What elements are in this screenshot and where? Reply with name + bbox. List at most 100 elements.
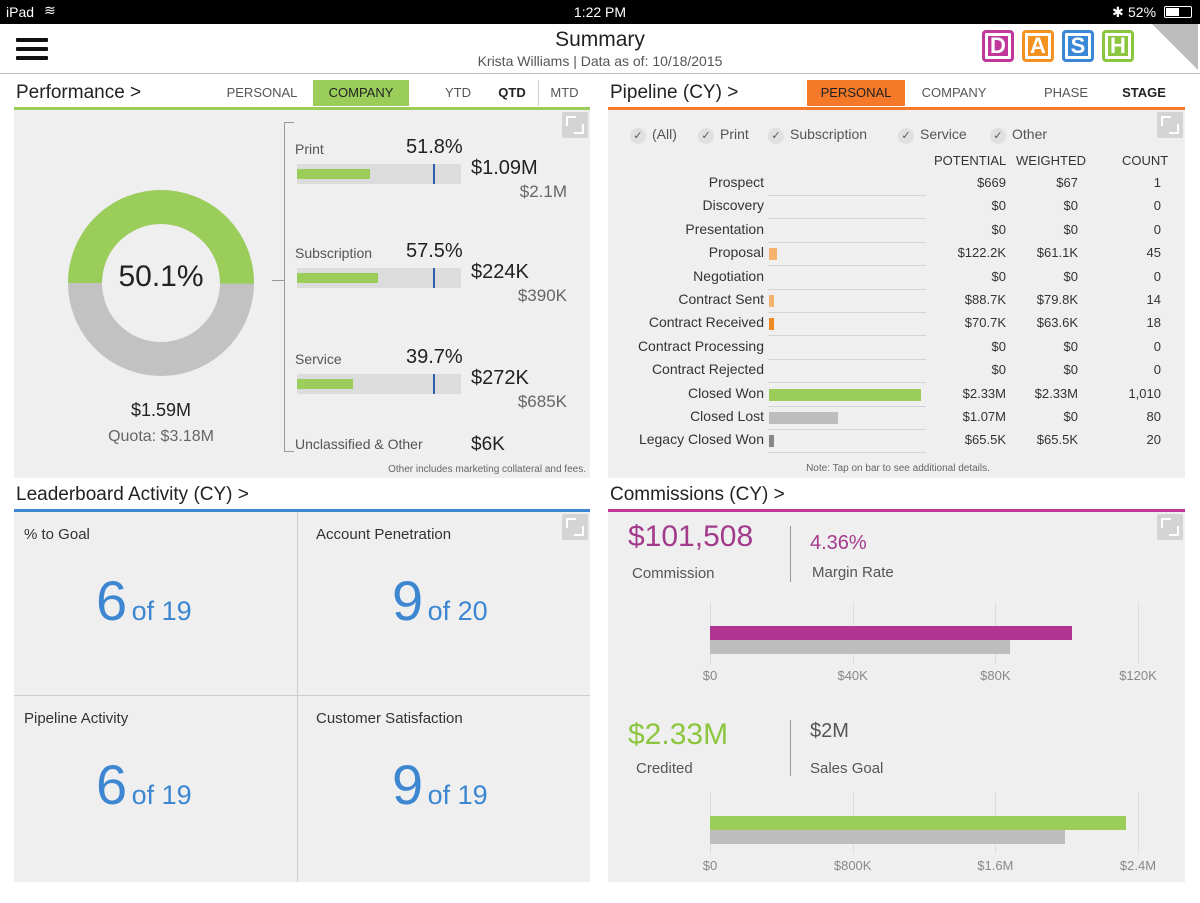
commission-chart[interactable]: $0 $40K $80K $120K: [608, 602, 1185, 692]
other-value: $6K: [471, 434, 505, 455]
page-title: Summary: [555, 28, 645, 51]
clock: 1:22 PM: [573, 4, 627, 20]
performance-panel: 50.1% $1.59M Quota: $3.18M Print 51.8% $…: [14, 110, 590, 478]
actual-bar[interactable]: [710, 816, 1126, 830]
item-target-marker: [433, 164, 435, 184]
item-label: Print: [295, 141, 324, 157]
leader-cell[interactable]: Pipeline Activity 6 of 19: [14, 696, 297, 882]
count-value: 18: [1146, 315, 1161, 331]
filter-label: Subscription: [790, 126, 868, 142]
leader-cell[interactable]: % to Goal 6 of 19: [14, 512, 297, 695]
item-percent: 57.5%: [406, 240, 463, 262]
item-goal: $390K: [517, 286, 567, 305]
leader-cell-title: Account Penetration: [316, 526, 452, 543]
expand-icon[interactable]: [562, 112, 588, 138]
commissions-title[interactable]: Commissions (CY) >: [610, 484, 785, 505]
bracket: [284, 122, 294, 452]
tab-pipeline-personal[interactable]: PERSONAL: [807, 80, 905, 106]
stage-bar[interactable]: [769, 388, 921, 401]
item-label: Service: [295, 351, 342, 367]
stage-bar[interactable]: [769, 412, 838, 424]
weighted-value: $0: [1063, 221, 1078, 237]
performance-footnote: Other includes marketing collateral and …: [388, 464, 586, 475]
item-percent: 51.8%: [406, 136, 463, 158]
tab-phase[interactable]: PHASE: [1043, 85, 1089, 100]
expand-icon[interactable]: [562, 514, 588, 540]
axis-tick: $0: [702, 858, 718, 873]
credited-chart[interactable]: $0 $800K $1.6M $2.4M: [608, 792, 1185, 882]
leader-cell-title: Pipeline Activity: [24, 710, 129, 727]
tab-company[interactable]: COMPANY: [313, 80, 409, 106]
row-rule: [768, 241, 926, 243]
filter-checkbox[interactable]: ✓ Other: [990, 126, 1047, 144]
filter-label: Print: [720, 126, 749, 142]
logo-letter-s: S: [1062, 30, 1094, 62]
potential-value: $70.7K: [964, 315, 1006, 331]
item-label: Subscription: [295, 245, 373, 261]
logo-letter-h: H: [1102, 30, 1134, 62]
pipeline-note: Note: Tap on bar to see additional detai…: [806, 463, 990, 474]
commission-label: Commission: [632, 565, 715, 582]
menu-icon[interactable]: [16, 38, 48, 62]
axis-tick: $1.6M: [977, 858, 1014, 873]
sales-goal-value: $2M: [810, 720, 849, 742]
page-curl-icon[interactable]: [1152, 24, 1198, 70]
performance-total: $1.59M: [130, 400, 192, 420]
comparison-bar[interactable]: [710, 830, 1065, 844]
filter-checkbox[interactable]: ✓ (All): [630, 126, 677, 144]
item-goal: $2.1M: [519, 182, 567, 201]
expand-icon[interactable]: [1157, 514, 1183, 540]
tab-pipeline-company[interactable]: COMPANY: [921, 85, 987, 100]
count-value: 0: [1153, 268, 1161, 284]
divider: [790, 720, 791, 776]
stage-bar[interactable]: [769, 318, 774, 331]
leader-value: 6: [96, 753, 128, 816]
count-value: 0: [1153, 362, 1161, 378]
stage-label: Legacy Closed Won: [638, 431, 764, 448]
leader-cell[interactable]: Account Penetration 9 of 20: [298, 512, 590, 695]
performance-donut: [68, 190, 254, 376]
stage-label: Contract Rejected: [651, 361, 764, 378]
stage-label: Presentation: [685, 220, 764, 237]
app-header: Summary Krista Williams | Data as of: 10…: [0, 24, 1200, 74]
count-value: 1: [1153, 175, 1161, 190]
battery-text: 52%: [1128, 4, 1157, 20]
pipeline-underline: [608, 107, 1185, 110]
row-rule: [768, 335, 926, 337]
stage-bar[interactable]: [769, 295, 774, 307]
pipeline-title[interactable]: Pipeline (CY) >: [610, 82, 739, 103]
count-value: 0: [1153, 338, 1161, 354]
leader-value: 9: [392, 569, 424, 632]
leaderboard-title[interactable]: Leaderboard Activity (CY) >: [16, 484, 249, 505]
tab-mtd[interactable]: MTD: [538, 80, 590, 106]
comparison-bar[interactable]: [710, 640, 1010, 654]
stage-label: Contract Sent: [678, 291, 764, 307]
item-bar-fill: [297, 273, 378, 283]
tab-ytd[interactable]: YTD: [445, 85, 471, 100]
performance-underline: [14, 107, 590, 110]
count-value: 80: [1146, 409, 1161, 424]
col-weighted: WEIGHTED: [1016, 153, 1087, 168]
performance-quota: Quota: $3.18M: [108, 428, 214, 445]
pipeline-panel: ✓ (All) ✓ Print ✓ Subscription ✓ Service ✓ Ot…: [608, 110, 1185, 478]
expand-icon[interactable]: [1157, 112, 1183, 138]
filter-checkbox[interactable]: ✓ Service: [898, 126, 967, 144]
row-rule: [768, 452, 926, 454]
filter-checkbox[interactable]: ✓ Print: [698, 126, 749, 144]
tab-stage[interactable]: STAGE: [1122, 85, 1166, 100]
weighted-value: $61.1K: [1036, 245, 1078, 261]
row-rule: [768, 195, 926, 196]
filter-checkbox[interactable]: ✓ Subscription: [768, 126, 867, 144]
stage-bar[interactable]: [769, 248, 777, 261]
grid-line: [1138, 792, 1139, 854]
page-subtitle: Krista Williams | Data as of: 10/18/2015: [477, 53, 723, 69]
row-rule: [768, 382, 926, 384]
potential-value: $0: [991, 362, 1006, 378]
stage-bar[interactable]: [769, 435, 774, 448]
leader-cell[interactable]: Customer Satisfaction 9 of 19: [298, 696, 590, 882]
logo-letter-a: A: [1022, 30, 1054, 62]
performance-title[interactable]: Performance >: [16, 82, 142, 103]
tab-qtd[interactable]: QTD: [498, 85, 526, 100]
tab-personal[interactable]: PERSONAL: [226, 85, 298, 100]
actual-bar[interactable]: [710, 626, 1072, 640]
